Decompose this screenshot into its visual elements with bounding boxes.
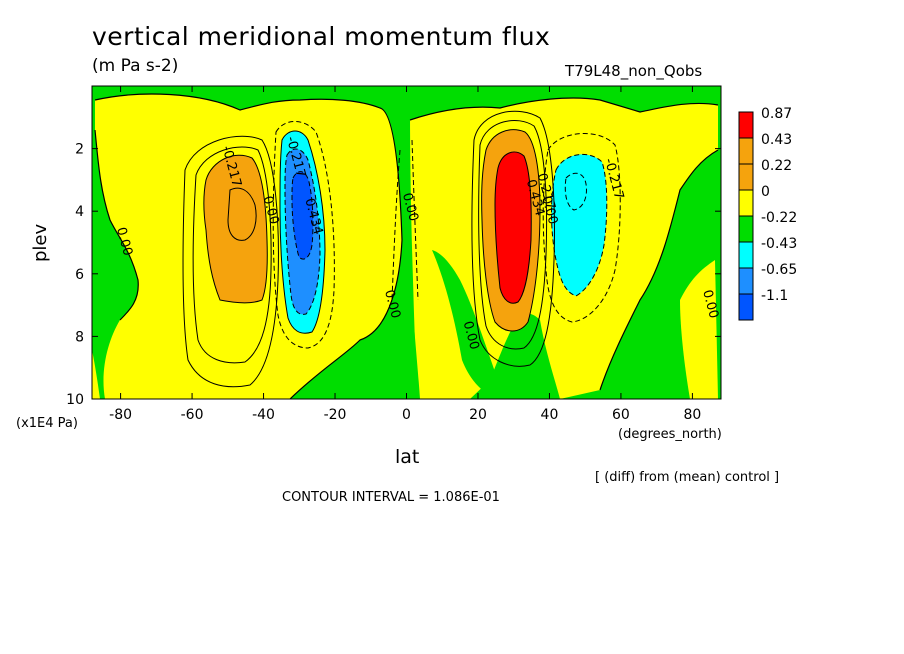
legend-label: -0.22 [761,210,797,226]
contour-label: 0.00 [538,194,560,226]
contour-label: 0.00 [460,320,482,352]
y-tick-label: 2 [75,142,84,158]
contour-label: 0.00 [260,194,282,226]
contour-interval: CONTOUR INTERVAL = 1.086E-01 [282,490,500,505]
contour-label: 0.00 [381,288,403,320]
x-tick-label: -20 [324,407,347,423]
chart-title: vertical meridional momentum flux [92,22,551,51]
contour-line-neg-north-outer [542,133,621,323]
contour-line-north-inner [478,119,548,350]
x-tick-label: -80 [109,407,132,423]
field-green-equator [398,110,416,399]
contour-labels: -0.217 -0.2170.4340.000.000.000.000.000.4… [113,135,721,352]
y-scale-label: (x1E4 Pa) [16,416,78,431]
contour-fields [92,86,721,399]
legend-swatch [738,215,754,243]
x-units-label: (degrees_north) [618,427,722,442]
legend-label: 0.22 [761,158,792,174]
x-tick-label: 40 [541,407,559,423]
legend-label: -0.43 [761,236,797,252]
contour-label: 0.00 [113,226,135,258]
legend-label: 0.87 [761,106,792,122]
x-axis-label: lat [395,446,420,468]
legend-swatch [738,111,754,139]
x-tick-label: -60 [181,407,204,423]
zero-contour-north-slope [599,149,719,391]
legend-swatch [738,267,754,295]
zero-contours [94,93,719,399]
chart-units: (m Pa s-2) [92,56,179,76]
legend-label: 0 [761,184,770,200]
field-blue-south [291,171,314,260]
zero-contour-west [94,129,139,321]
y-ticks: 2 4 6 8 10 [66,142,721,408]
legend-swatch [738,293,754,321]
field-yellow-80n [680,260,718,399]
x-ticks: -80 -60 -40 -20 0 20 40 60 80 [109,86,701,423]
x-tick-label: -40 [252,407,275,423]
y-tick-label: 10 [66,392,84,408]
y-tick-label: 8 [75,329,84,345]
zero-contour-south [94,93,403,399]
x-tick-label: 80 [683,407,701,423]
contour-lines-negative [272,121,621,349]
diff-note: [ (diff) from (mean) control ] [595,470,780,485]
legend-swatch [738,241,754,269]
legend-swatch [738,137,754,165]
contour-line-south-outer [182,135,279,388]
run-label: T79L48_non_Qobs [565,62,703,80]
contour-label: 0.00 [399,191,421,223]
field-orange-south [203,154,268,304]
legend-swatch [738,189,754,217]
legend-label: -0.65 [761,262,797,278]
contour-line-neg-channel [411,139,419,301]
contour-line-north-outer [471,110,555,367]
legend-swatch [738,163,754,191]
x-tick-label: 0 [402,407,411,423]
contour-label: 0.00 [699,288,721,320]
x-tick-label: 20 [469,407,487,423]
contour-lines [182,110,555,388]
y-tick-label: 4 [75,204,84,220]
color-legend: 0.87 0.43 0.22 0 -0.22 -0.43 -0.65 -1.1 [738,106,797,321]
contour-line-south-core [227,187,257,241]
x-tick-label: 60 [612,407,630,423]
contour-line-neg-equator [391,149,401,301]
contour-line-neg-north-inner [564,172,587,211]
y-axis-label: plev [30,223,51,262]
field-yellow-85s [92,350,100,399]
contour-line-south-inner [192,146,272,364]
field-green-20n [432,250,505,399]
contour-line-neg-south [272,121,335,349]
y-tick-label: 6 [75,267,84,283]
zero-contour-north [409,97,719,121]
legend-label: -1.1 [761,288,788,304]
field-red-north [494,151,532,304]
legend-label: 0.43 [761,132,792,148]
